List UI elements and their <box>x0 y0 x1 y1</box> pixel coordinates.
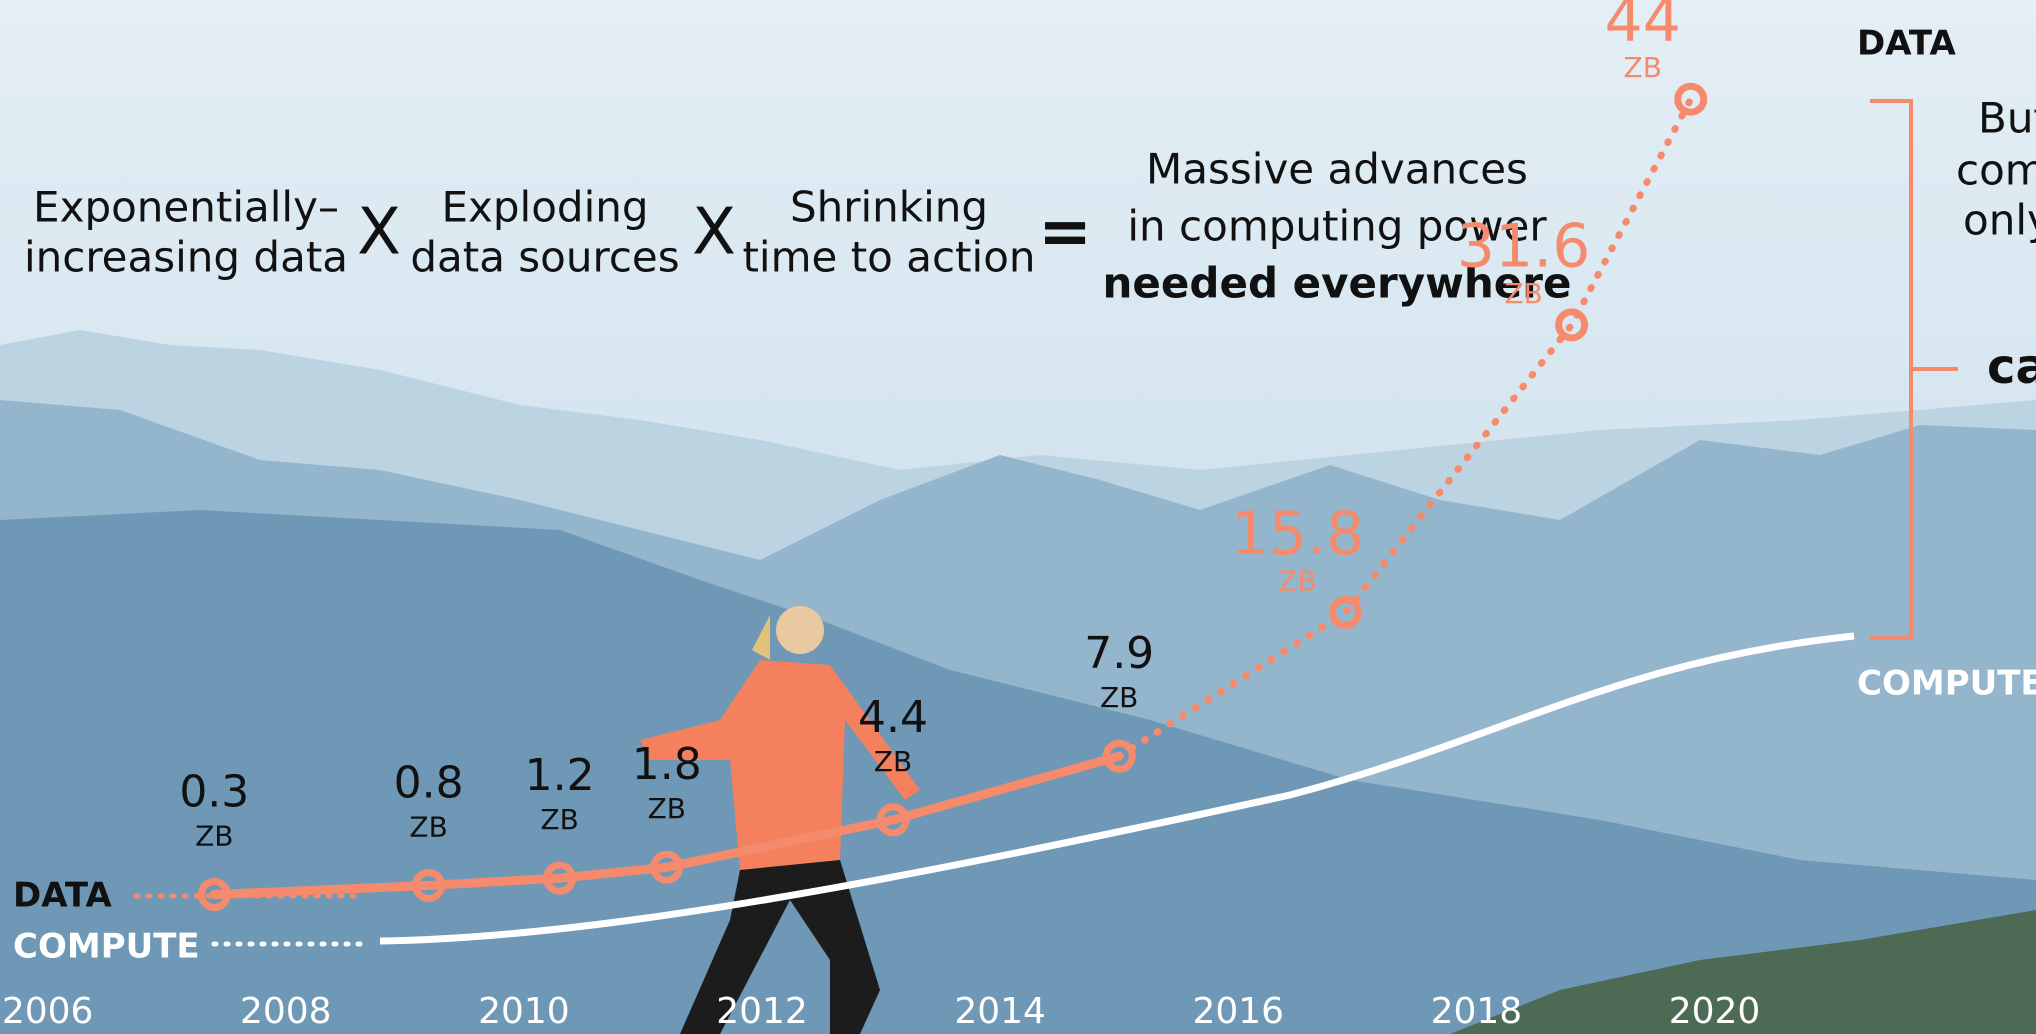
infographic: Exponentially–increasing data Explodingda… <box>0 0 2036 1034</box>
value-label: 7.9 <box>1084 628 1154 679</box>
equation-term: Exploding <box>441 183 648 232</box>
side-text: only <box>1963 196 2036 245</box>
unit-label: ZB <box>540 803 578 836</box>
equation-term: time to action <box>742 233 1035 282</box>
x-tick-label: 2020 <box>1669 991 1761 1032</box>
unit-label: ZB <box>648 792 686 825</box>
x-tick-label: 2008 <box>240 991 332 1032</box>
unit-label: ZB <box>874 745 912 778</box>
x-tick-label: 2016 <box>1192 991 1284 1032</box>
unit-label: ZB <box>409 810 447 843</box>
value-label: 4.4 <box>858 692 928 743</box>
value-label: 0.3 <box>179 767 249 818</box>
equation-operator: = <box>1038 196 1092 270</box>
x-tick-label: 2018 <box>1431 991 1523 1032</box>
equation-term: increasing data <box>24 233 348 282</box>
value-label: 1.8 <box>632 739 702 790</box>
equation-operator: X <box>357 196 401 270</box>
unit-label: ZB <box>1278 564 1316 597</box>
background <box>0 0 2036 1034</box>
equation-term: Shrinking <box>790 183 988 232</box>
equation-operator: X <box>692 196 736 270</box>
value-label: 44 <box>1605 0 1681 56</box>
unit-label: ZB <box>1624 51 1662 84</box>
equation-result: Massive advances <box>1146 145 1528 194</box>
unit-label: ZB <box>195 820 233 853</box>
unit-label: ZB <box>1100 681 1138 714</box>
unit-label: ZB <box>1504 277 1542 310</box>
data-label-right: DATA <box>1857 24 1956 64</box>
value-label: 0.8 <box>394 757 464 808</box>
equation-term: Exponentially– <box>33 183 339 232</box>
value-label: 31.6 <box>1457 211 1591 281</box>
side-text: But <box>1978 94 2036 143</box>
x-tick-label: 2010 <box>478 991 570 1032</box>
side-text: com <box>1956 146 2036 195</box>
value-label: 15.8 <box>1231 499 1365 569</box>
compute-label-right: COMPUTE <box>1857 664 2036 704</box>
x-tick-label: 2006 <box>2 991 94 1032</box>
x-tick-label: 2012 <box>716 991 808 1032</box>
side-text: ca <box>1987 339 2036 395</box>
equation-term: data sources <box>410 233 679 282</box>
x-tick-label: 2014 <box>954 991 1046 1032</box>
value-label: 1.2 <box>525 750 595 801</box>
compute-label-left: COMPUTE <box>13 927 200 967</box>
data-label-left: DATA <box>13 876 112 916</box>
